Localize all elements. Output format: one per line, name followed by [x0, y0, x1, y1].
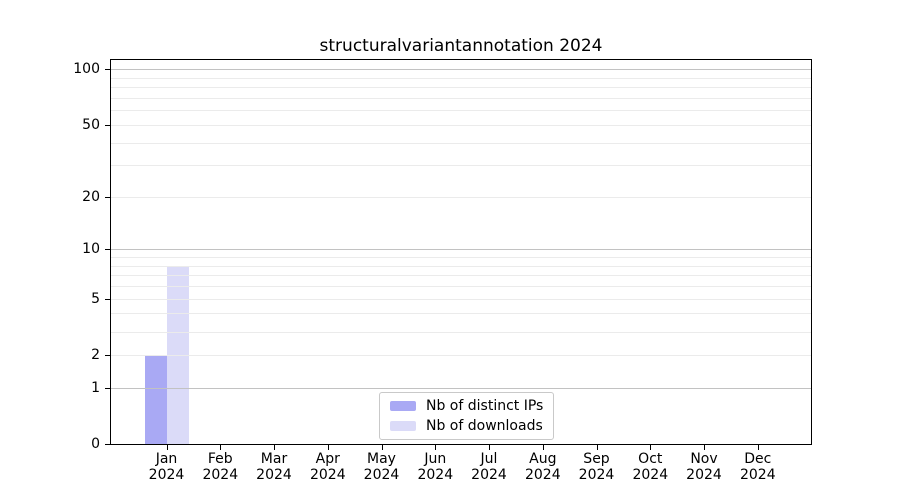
x-tick-feb [220, 445, 222, 450]
y-tick-label-10: 10 [82, 241, 100, 258]
x-tick-jun [435, 445, 437, 450]
x-tick-may [381, 445, 383, 450]
bar-distinct-ips-jan [144, 354, 167, 444]
legend-swatch-downloads [390, 421, 416, 431]
gridline-minor-9 [111, 257, 811, 259]
y-tick-2 [105, 354, 110, 356]
x-tick-label-aug: Aug 2024 [524, 451, 561, 483]
gridline-minor-4 [111, 313, 811, 315]
y-tick-50 [105, 124, 110, 126]
y-tick-label-50: 50 [82, 116, 100, 133]
legend-label-distinct-ips: Nb of distinct IPs [426, 398, 544, 414]
gridline-minor-50 [111, 124, 811, 126]
gridline-minor-30 [111, 165, 811, 167]
x-tick-mar [274, 445, 275, 450]
x-tick-oct [650, 445, 652, 450]
gridline-minor-2 [111, 354, 811, 356]
legend-swatch-distinct-ips [390, 401, 416, 411]
y-tick-5 [105, 298, 110, 300]
gridline-minor-3 [111, 331, 811, 333]
gridline-minor-90 [111, 77, 811, 79]
gridline-minor-8 [111, 265, 811, 267]
x-tick-label-sep: Sep 2024 [578, 451, 615, 483]
gridline-minor-70 [111, 98, 811, 99]
gridline-minor-60 [111, 110, 811, 112]
gridline-minor-7 [111, 275, 811, 277]
y-tick-10 [105, 249, 110, 251]
y-tick-100 [105, 69, 110, 71]
x-tick-sep [596, 445, 598, 450]
legend-item-downloads: Nb of downloads [390, 418, 543, 434]
x-tick-label-dec: Dec 2024 [739, 451, 776, 483]
gridline-minor-6 [111, 286, 811, 288]
gridline-minor-5 [111, 298, 811, 300]
x-tick-apr [327, 445, 329, 450]
y-tick-0 [105, 444, 110, 445]
y-tick-label-20: 20 [82, 188, 100, 205]
y-tick-20 [105, 196, 110, 198]
y-tick-label-2: 2 [91, 346, 100, 363]
gridline-major-100 [111, 69, 811, 71]
gridline-minor-40 [111, 142, 811, 144]
x-tick-dec [757, 445, 759, 450]
y-tick-label-0: 0 [91, 436, 100, 452]
y-tick-label-1: 1 [91, 379, 100, 396]
gridline-minor-20 [111, 196, 811, 198]
x-tick-label-may: May 2024 [363, 451, 400, 483]
x-tick-nov [704, 445, 705, 450]
legend: Nb of distinct IPs Nb of downloads [379, 392, 555, 440]
x-tick-label-jun: Jun 2024 [417, 451, 454, 483]
legend-item-distinct-ips: Nb of distinct IPs [390, 398, 543, 414]
legend-label-downloads: Nb of downloads [426, 418, 543, 434]
x-tick-label-nov: Nov 2024 [686, 451, 722, 483]
x-tick-label-mar: Mar 2024 [256, 451, 292, 483]
x-tick-jan [166, 445, 168, 450]
x-tick-label-oct: Oct 2024 [632, 451, 669, 483]
y-tick-label-5: 5 [91, 290, 100, 307]
y-tick-label-100: 100 [73, 61, 100, 78]
x-tick-label-apr: Apr 2024 [309, 451, 346, 483]
x-tick-label-feb: Feb 2024 [202, 451, 239, 483]
plot-area [110, 59, 812, 445]
gridline-minor-80 [111, 87, 811, 89]
x-tick-aug [542, 445, 544, 450]
x-tick-jul [489, 445, 490, 450]
x-tick-label-jan: Jan 2024 [148, 451, 185, 483]
gridline-major-1 [111, 387, 811, 389]
chart-title: structuralvariantannotation 2024 [319, 36, 603, 56]
x-tick-label-jul: Jul 2024 [471, 451, 507, 483]
y-tick-1 [105, 387, 110, 389]
gridline-major-10 [111, 249, 811, 251]
